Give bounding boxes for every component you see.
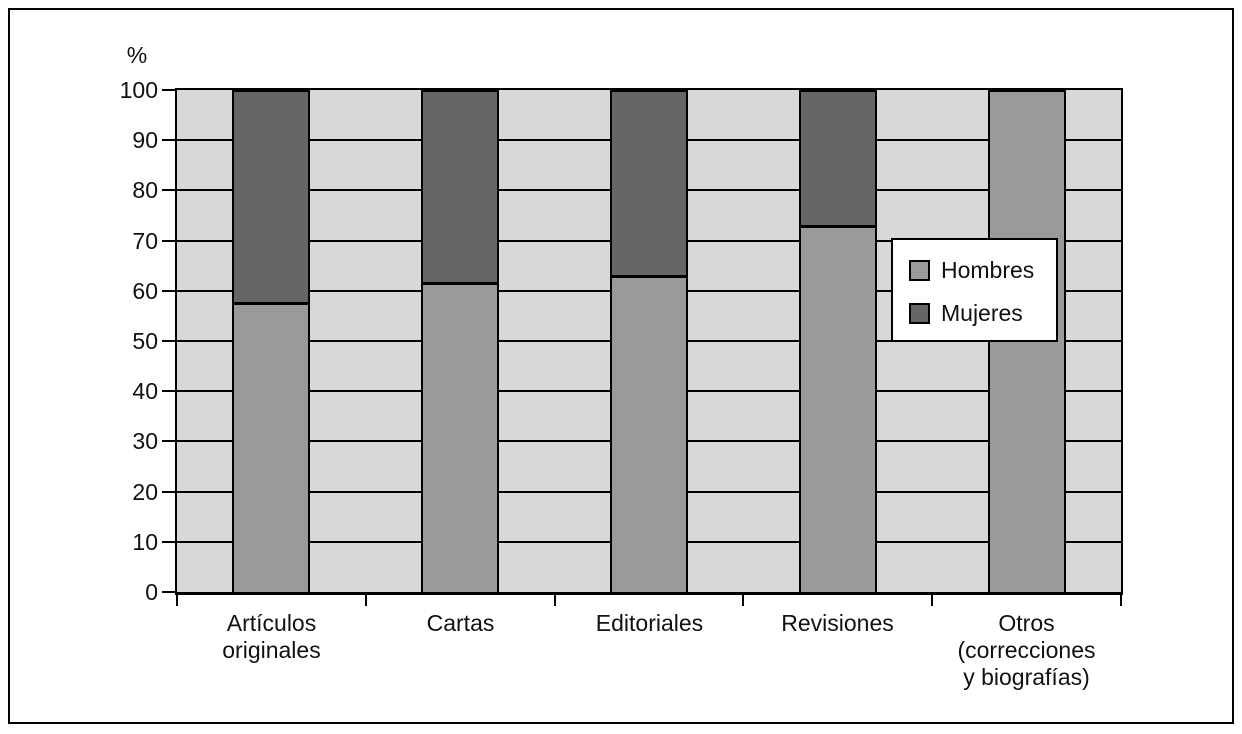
y-tick-70	[162, 239, 175, 242]
category-label-otros-correcciones-y-biografi-as: Otros (correcciones y biografías)	[932, 610, 1121, 691]
category-label-cartas: Cartas	[366, 610, 555, 637]
y-tick-label-10: 10	[132, 528, 158, 555]
legend-swatch-mujeres-icon	[909, 303, 930, 324]
legend-label-hombres: Hombres	[941, 257, 1035, 283]
y-tick-label-60: 60	[132, 277, 158, 304]
y-tick-40	[162, 390, 175, 393]
y-tick-30	[162, 440, 175, 443]
figure-border	[8, 8, 1234, 724]
y-tick-label-50: 50	[132, 328, 158, 354]
bar-segment-mujeres	[612, 92, 686, 278]
y-tick-0	[162, 591, 175, 593]
legend-item-hombres: Hombres	[909, 257, 1056, 284]
bar-arti-culos-originales	[232, 90, 310, 592]
y-tick-label-100: 100	[119, 77, 158, 103]
y-tick-80	[162, 189, 175, 192]
bar-segment-mujeres	[423, 92, 497, 285]
category-label-line: Editoriales	[595, 610, 704, 636]
y-tick-90	[162, 139, 175, 142]
bar-cartas	[421, 90, 499, 592]
category-label-line: Revisiones	[781, 610, 894, 636]
bar-revisiones	[799, 90, 877, 592]
legend-label-mujeres: Mujeres	[941, 300, 1023, 326]
y-tick-label-20: 20	[132, 478, 158, 505]
y-tick-60	[162, 289, 175, 292]
x-tick-2	[554, 595, 556, 606]
x-tick-1	[365, 595, 367, 606]
x-tick-0	[176, 595, 178, 606]
category-label-revisiones: Revisiones	[743, 610, 932, 637]
category-label-line: originales	[222, 637, 321, 663]
category-label-line: (correcciones	[957, 637, 1096, 663]
bar-segment-mujeres	[801, 92, 875, 228]
category-label-line: Artículos	[226, 610, 317, 636]
bar-editoriales	[610, 90, 688, 592]
bar-segment-mujeres	[234, 92, 308, 305]
y-tick-label-80: 80	[132, 177, 158, 204]
y-tick-label-90: 90	[132, 127, 158, 154]
y-tick-100	[162, 89, 175, 91]
y-tick-label-70: 70	[132, 227, 158, 254]
y-tick-label-30: 30	[132, 428, 158, 455]
category-label-arti-culos-originales: Artículos originales	[177, 610, 366, 664]
plot-area	[175, 88, 1123, 595]
category-label-editoriales: Editoriales	[555, 610, 744, 637]
y-tick-label-0: 0	[145, 579, 158, 605]
legend-swatch-hombres-icon	[909, 260, 930, 281]
x-tick-4	[931, 595, 933, 606]
legend-item-mujeres: Mujeres	[909, 300, 1056, 327]
y-tick-50	[162, 340, 175, 342]
y-tick-20	[162, 490, 175, 493]
category-label-line: Cartas	[426, 610, 495, 636]
y-tick-label-40: 40	[132, 378, 158, 405]
y-axis-unit-label: %	[126, 42, 148, 68]
x-tick-3	[742, 595, 744, 606]
y-tick-10	[162, 540, 175, 543]
x-tick-5	[1120, 595, 1122, 606]
category-label-line: Otros	[998, 610, 1055, 636]
category-label-line: y biografías)	[963, 664, 1090, 690]
legend: Hombres Mujeres	[891, 238, 1058, 342]
